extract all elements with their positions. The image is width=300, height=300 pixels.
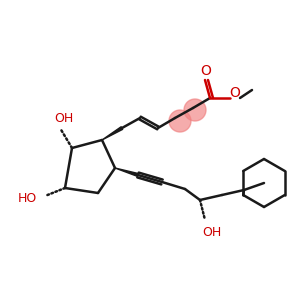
Polygon shape xyxy=(115,168,138,176)
Text: OH: OH xyxy=(54,112,74,124)
Text: O: O xyxy=(201,64,212,78)
Circle shape xyxy=(184,99,206,121)
Text: O: O xyxy=(230,86,240,100)
Polygon shape xyxy=(102,127,123,140)
Circle shape xyxy=(169,110,191,132)
Text: OH: OH xyxy=(202,226,222,238)
Text: HO: HO xyxy=(17,191,37,205)
